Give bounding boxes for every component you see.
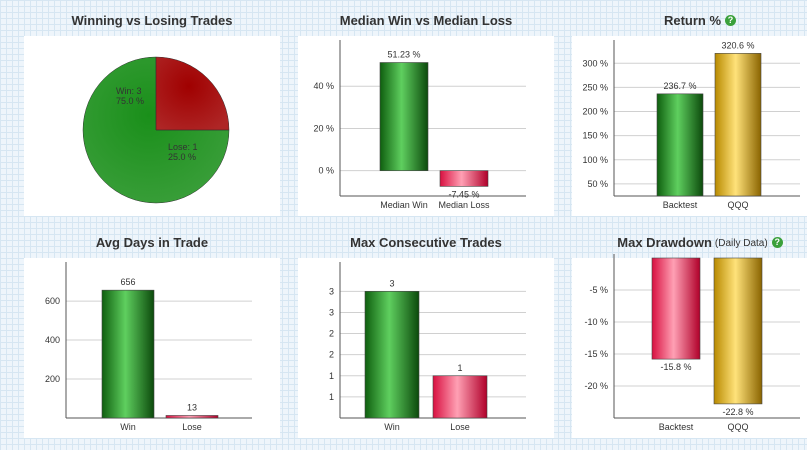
chart-area: 1 1 2 2 3 3 3 Win 1 Lose [298, 258, 554, 438]
y-tick-label: 2 [329, 350, 334, 360]
bar-win [364, 291, 420, 419]
bar-qqq [714, 53, 762, 197]
chart-title: Avg Days in Trade [95, 234, 209, 250]
chart-title: Median Win vs Median Loss [339, 12, 513, 28]
data-label: 13 [187, 402, 197, 412]
bar-backtest [651, 257, 701, 360]
data-label: 3 [389, 278, 394, 288]
y-tick-label: -15 % [584, 349, 608, 359]
bar-median-loss [439, 170, 489, 187]
bar-lose [432, 375, 488, 419]
chart-area: Win: 3 75.0 % Lose: 1 25.0 % [24, 36, 280, 216]
bar-chart: -5 % -10 % -15 % -20 % -15.8 % Backtest -22.8 … [584, 254, 800, 432]
chart-title: Max Drawdown (Daily Data) ? [570, 226, 807, 258]
chart-title: Winning vs Losing Trades [71, 12, 233, 28]
y-tick-label: 1 [329, 392, 334, 402]
pie-label-percent: 25.0 % [168, 152, 196, 162]
y-tick-label: 200 % [582, 107, 608, 117]
y-tick-label: 600 [45, 296, 60, 306]
x-category-label: QQQ [727, 422, 748, 432]
bar-median-win [379, 62, 429, 171]
bar-win [101, 289, 155, 419]
chart-area: 0 % 20 % 40 % 51.23 % Median Win -7.45 % Media… [298, 36, 554, 216]
data-label: -15.8 % [660, 362, 691, 372]
panel-max-consecutive: Max Consecutive Trades 1 1 2 2 3 3 3 Win 1 Lose [296, 226, 556, 438]
y-tick-label: -20 % [584, 381, 608, 391]
chart-title: Return % ? [570, 4, 807, 36]
y-tick-label: 40 % [313, 81, 334, 91]
chart-area: -5 % -10 % -15 % -20 % -15.8 % Backtest -22.8 … [572, 254, 807, 438]
pie-chart: Win: 375.0 % Lose: 125.0 % [82, 56, 230, 204]
x-category-label: Lose [450, 422, 470, 432]
x-category-label: Win [120, 422, 136, 432]
panel-winning-vs-losing: Winning vs Losing Trades Win: 3 75.0 % Los… [22, 4, 282, 216]
bar-chart: 200 400 600 656 Win 13 Lose [45, 262, 252, 432]
pie-label-percent: 75.0 % [116, 96, 144, 106]
help-icon[interactable]: ? [771, 236, 783, 248]
data-label: 1 [457, 363, 462, 373]
data-label: 236.7 % [663, 81, 696, 91]
y-tick-label: 150 % [582, 131, 608, 141]
panel-avg-days: Avg Days in Trade 200 400 600 656 Win 13 Lose [22, 226, 282, 438]
chart-subtitle: (Daily Data) [714, 237, 768, 249]
y-tick-label: 200 [45, 374, 60, 384]
panel-max-drawdown: Max Drawdown (Daily Data) ? -5 % -10 % -15… [570, 226, 807, 438]
x-category-label: Win [384, 422, 400, 432]
data-label: -22.8 % [722, 407, 753, 417]
pie-slice-lose [155, 56, 230, 131]
bar-backtest [656, 93, 704, 197]
panel-median-win-loss: Median Win vs Median Loss 0 % 20 % 40 % 51.… [296, 4, 556, 216]
y-tick-label: -5 % [589, 285, 608, 295]
data-label: 320.6 % [721, 40, 754, 50]
y-tick-label: 2 [329, 329, 334, 339]
x-category-label: Backtest [663, 200, 698, 210]
x-category-label: Median Loss [438, 200, 490, 210]
chart-title: Max Consecutive Trades [350, 234, 502, 250]
help-icon[interactable]: ? [725, 14, 737, 26]
pie-label-count: Win: 3 [116, 86, 142, 96]
bar-lose [165, 415, 219, 419]
panel-return: Return % ? 50 % 100 % 150 % 200 % 250 % 300 %… [570, 4, 807, 216]
data-label: 656 [120, 277, 135, 287]
y-tick-label: -10 % [584, 317, 608, 327]
x-category-label: Median Win [380, 200, 428, 210]
pie-slice-win [82, 56, 230, 204]
y-tick-label: 20 % [313, 123, 334, 133]
pie-label-count: Lose: 1 [168, 142, 198, 152]
x-category-label: Lose [182, 422, 202, 432]
y-tick-label: 1 [329, 371, 334, 381]
y-tick-label: 300 % [582, 58, 608, 68]
y-tick-label: 3 [329, 307, 334, 317]
y-tick-label: 250 % [582, 82, 608, 92]
chart-area: 50 % 100 % 150 % 200 % 250 % 300 % 236.7 % Back… [572, 36, 807, 216]
y-tick-label: 100 % [582, 155, 608, 165]
y-tick-label: 0 % [318, 166, 334, 176]
y-tick-label: 3 [329, 286, 334, 296]
x-category-label: Backtest [659, 422, 694, 432]
bar-chart: 1 1 2 2 3 3 3 Win 1 Lose [329, 262, 526, 432]
x-category-label: QQQ [727, 200, 748, 210]
bar-chart: 0 % 20 % 40 % 51.23 % Median Win -7.45 %Media… [313, 40, 526, 210]
y-tick-label: 400 [45, 335, 60, 345]
data-label: 51.23 % [387, 50, 420, 60]
y-tick-label: 50 % [587, 179, 608, 189]
data-label: -7.45 % [448, 189, 479, 199]
chart-area: 200 400 600 656 Win 13 Lose [24, 258, 280, 438]
bar-chart: 50 % 100 % 150 % 200 % 250 % 300 % 236.7 % Back… [582, 40, 800, 210]
bar-qqq [713, 257, 763, 405]
